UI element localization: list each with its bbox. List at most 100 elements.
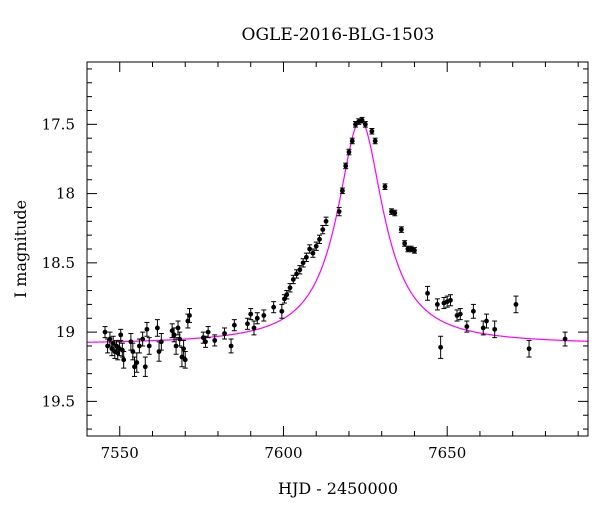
point-marker [284, 292, 290, 298]
data-point [244, 317, 250, 330]
data-point [526, 339, 532, 358]
data-point [336, 206, 342, 217]
data-point [513, 295, 519, 314]
point-marker [349, 138, 355, 144]
y-tick-label: 19 [56, 323, 75, 341]
data-point [464, 320, 470, 333]
data-point [131, 356, 137, 377]
plot-frame [86, 61, 589, 437]
data-point [382, 183, 388, 190]
data-point [349, 137, 355, 145]
point-marker [136, 343, 142, 349]
point-marker [248, 311, 254, 317]
point-marker [254, 315, 260, 321]
data-point [158, 332, 164, 351]
y-tick-label: 17.5 [42, 115, 75, 133]
point-marker [231, 322, 237, 328]
y-tick-label: 18 [56, 185, 75, 203]
point-marker [398, 227, 404, 233]
data-point [346, 148, 352, 156]
point-marker [392, 210, 398, 216]
point-marker [448, 297, 453, 303]
x-tick-label: 7650 [428, 444, 466, 462]
data-point [362, 121, 368, 128]
point-marker [134, 360, 140, 365]
point-marker [205, 329, 211, 335]
data-points-layer [102, 116, 568, 377]
data-point [121, 351, 127, 369]
point-marker [402, 241, 408, 246]
data-point [372, 137, 378, 145]
data-point [154, 319, 160, 337]
point-marker [245, 321, 250, 327]
data-point [343, 162, 349, 170]
point-marker [484, 318, 489, 324]
data-point [402, 240, 408, 247]
data-point [434, 298, 440, 311]
point-marker [412, 247, 417, 253]
data-point [353, 121, 359, 128]
data-point [323, 216, 329, 226]
data-point [320, 224, 326, 235]
point-marker [177, 336, 183, 342]
point-marker [480, 325, 486, 331]
data-point [116, 341, 122, 357]
point-marker [317, 236, 322, 242]
point-marker [169, 328, 175, 334]
point-marker [303, 254, 309, 260]
point-marker [287, 285, 293, 291]
point-marker [187, 313, 192, 318]
data-point [186, 308, 192, 323]
point-marker [251, 325, 257, 331]
point-marker [526, 346, 532, 352]
data-point [203, 335, 209, 348]
data-point [181, 339, 187, 358]
point-marker [369, 128, 375, 134]
data-point [182, 351, 188, 369]
point-marker [425, 290, 430, 296]
data-point [118, 328, 124, 341]
point-marker [362, 121, 368, 127]
point-marker [346, 149, 352, 155]
data-point [411, 247, 417, 254]
point-marker [173, 343, 179, 349]
point-marker [310, 250, 316, 256]
point-marker [562, 336, 568, 342]
point-marker [297, 267, 303, 273]
y-tick-label: 19.5 [42, 392, 75, 410]
point-marker [294, 271, 299, 277]
data-point [142, 356, 148, 377]
point-marker [438, 344, 444, 350]
data-point [134, 352, 140, 373]
point-marker [146, 343, 152, 349]
data-point [102, 326, 108, 339]
point-marker [118, 332, 124, 338]
point-marker [320, 227, 326, 233]
data-point [144, 321, 150, 337]
point-marker [155, 325, 160, 331]
point-marker [203, 339, 208, 345]
data-point [212, 334, 218, 347]
point-marker [142, 364, 148, 370]
data-point [205, 326, 211, 339]
x-axis-label: HJD - 2450000 [278, 479, 398, 498]
y-axis-label: I magnitude [11, 200, 30, 298]
point-marker [222, 331, 227, 336]
data-point [369, 127, 375, 135]
model-curve-layer [86, 119, 589, 343]
point-marker [313, 243, 319, 249]
data-point [307, 244, 313, 254]
point-marker [279, 308, 285, 314]
data-point [140, 331, 146, 347]
data-point [470, 303, 476, 319]
data-point [290, 274, 296, 285]
point-marker [121, 357, 127, 363]
point-marker [158, 339, 164, 345]
point-marker [372, 138, 378, 144]
point-marker [353, 121, 358, 127]
data-point [339, 187, 345, 195]
point-marker [343, 163, 349, 169]
point-marker [434, 302, 440, 307]
data-point [310, 248, 316, 258]
data-point [254, 312, 260, 325]
